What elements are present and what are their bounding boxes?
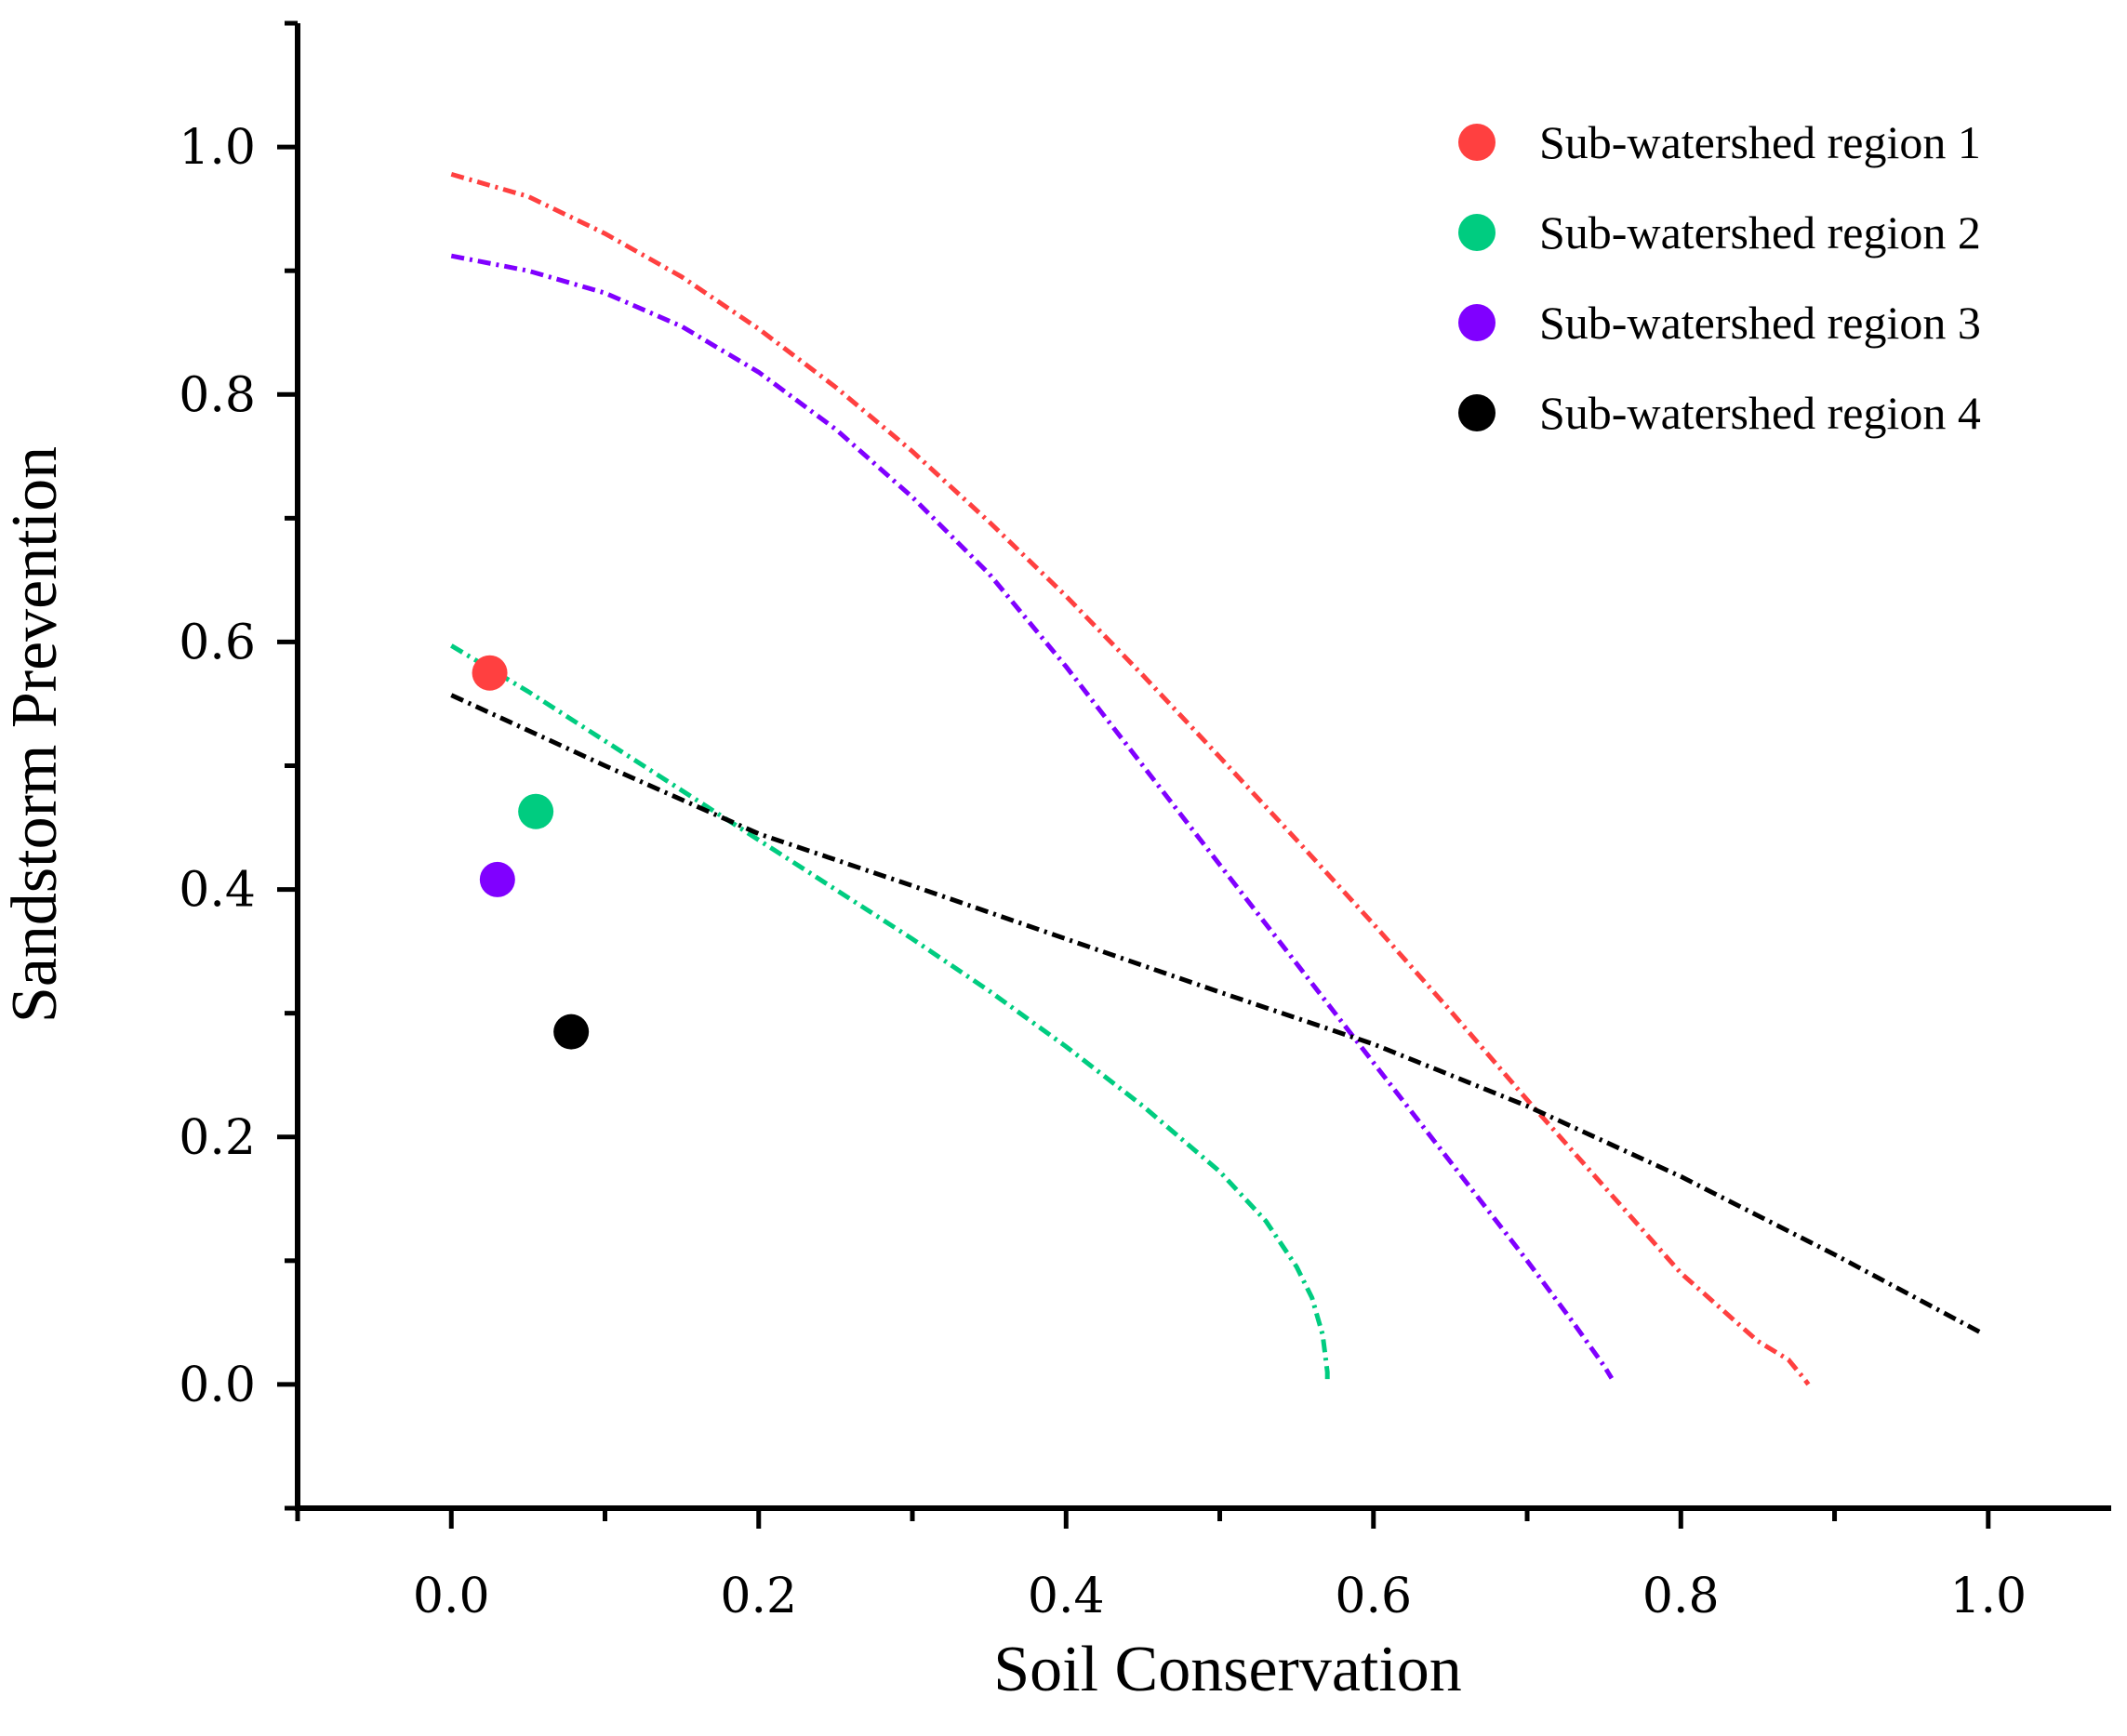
series-3-point [479, 861, 515, 897]
series-3-curve [450, 253, 1615, 1380]
series-1-point [472, 655, 508, 691]
y-axis-ticks: 0.0 0.2 0.4 0.6 0.8 1.0 [179, 20, 298, 1511]
data-points [472, 655, 590, 1050]
legend-marker-1 [1458, 124, 1496, 161]
x-tick-label: 1.0 [1949, 1569, 2027, 1624]
legend-label-2: Sub-watershed region 2 [1539, 206, 1981, 258]
y-tick-label: 0.4 [179, 863, 256, 919]
legend-label-3: Sub-watershed region 3 [1539, 297, 1981, 349]
series-4-curve [450, 693, 1982, 1335]
y-tick-label: 0.6 [179, 615, 256, 670]
x-tick-label: 0.2 [720, 1569, 797, 1624]
series-4-point [553, 1014, 590, 1050]
series-2-curve [450, 643, 1330, 1385]
legend-marker-4 [1458, 394, 1496, 431]
y-tick-label: 0.2 [179, 1110, 256, 1166]
x-axis-title: Soil Conservation [993, 1634, 1462, 1705]
x-axis-ticks: 0.0 0.2 0.4 0.6 0.8 1.0 [295, 1508, 2027, 1624]
x-tick-label: 0.4 [1028, 1569, 1105, 1624]
x-tick-label: 0.0 [413, 1569, 490, 1624]
legend-marker-2 [1458, 214, 1496, 251]
y-axis-title: Sandstorm Prevention [0, 446, 71, 1023]
frontier-curves [450, 171, 1982, 1386]
y-tick-label: 0.0 [179, 1358, 256, 1413]
x-tick-label: 0.6 [1335, 1569, 1412, 1624]
series-2-point [518, 793, 554, 829]
y-tick-label: 0.8 [179, 367, 256, 423]
legend-label-4: Sub-watershed region 4 [1539, 387, 1981, 439]
legend: Sub-watershed region 1 Sub-watershed regi… [1458, 116, 1981, 439]
legend-marker-3 [1458, 304, 1496, 341]
y-tick-label: 1.0 [179, 120, 256, 176]
x-tick-label: 0.8 [1642, 1569, 1720, 1624]
legend-label-1: Sub-watershed region 1 [1539, 116, 1981, 168]
series-1-curve [450, 171, 1811, 1386]
